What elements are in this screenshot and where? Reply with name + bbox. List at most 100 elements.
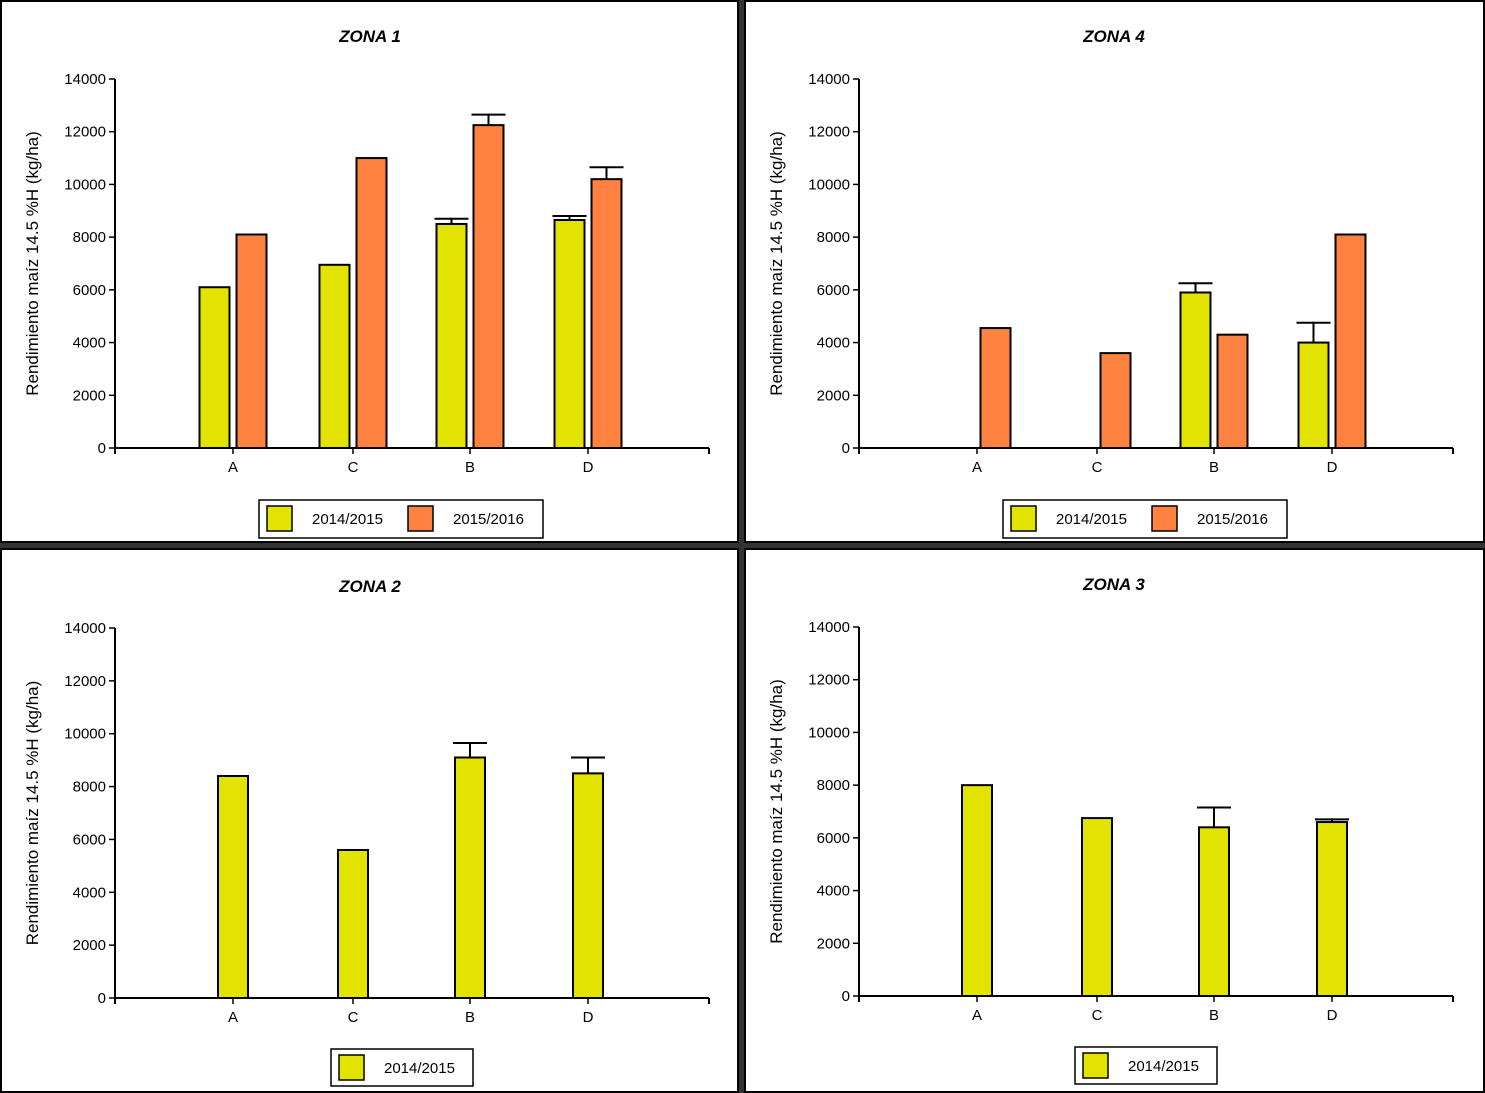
x-tick-label: A — [972, 1007, 982, 1024]
y-tick-label: 4000 — [73, 884, 106, 901]
y-tick-label: 14000 — [64, 620, 106, 637]
bar-2014-2015-A — [198, 286, 231, 449]
y-tick-label: 2000 — [73, 387, 106, 404]
y-tick-label: 0 — [98, 440, 106, 457]
bar-2014-2015-A — [217, 775, 249, 999]
y-tick-label: 10000 — [64, 176, 106, 193]
y-tick-label: 0 — [842, 440, 850, 457]
x-tick-label: B — [1209, 459, 1219, 476]
y-axis-label: Rendimiento maíz 14.5 %H (kg/ha) — [767, 131, 786, 396]
y-tick-label: 10000 — [808, 176, 850, 193]
legend-swatch-2014-2015 — [338, 1054, 365, 1081]
legend-swatch-2014-2015 — [266, 505, 293, 532]
y-tick-label: 8000 — [817, 229, 850, 246]
bar-2014-2015-D — [553, 219, 586, 449]
y-tick-label: 12000 — [808, 672, 850, 689]
legend-label: 2014/2015 — [384, 1060, 455, 1077]
y-tick-label: 0 — [842, 988, 850, 1005]
y-tick-label: 14000 — [808, 71, 850, 88]
bar-2014-2015-D — [1297, 341, 1330, 450]
chart-panel-zona-4: ZONA 4 Rendimiento maíz 14.5 %H (kg/ha) 0 2… — [744, 0, 1485, 543]
legend-label: 2014/2015 — [312, 511, 383, 528]
bar-2015-2016-D — [590, 178, 623, 450]
legend-swatch-2015-2016 — [1151, 505, 1178, 532]
y-tick-label: 6000 — [73, 831, 106, 848]
y-tick-label: 8000 — [73, 779, 106, 796]
chart-panel-zona-1: ZONA 1 Rendimiento maíz 14.5 %H (kg/ha) 0 2… — [0, 0, 739, 543]
y-tick-label: 12000 — [64, 673, 106, 690]
y-tick-label: 14000 — [64, 71, 106, 88]
y-tick-label: 4000 — [817, 335, 850, 352]
y-tick-label: 4000 — [817, 883, 850, 900]
y-axis-label: Rendimiento maíz 14.5 %H (kg/ha) — [23, 131, 42, 396]
y-tick-label: 4000 — [73, 335, 106, 352]
chart-title: ZONA 1 — [338, 27, 401, 46]
bar-2014-2015-B — [435, 222, 468, 449]
bar-2014-2015-C — [1081, 817, 1113, 998]
chart-title: ZONA 3 — [1082, 575, 1145, 594]
y-tick-label: 2000 — [817, 387, 850, 404]
x-tick-label: A — [228, 459, 238, 476]
bar-2015-2016-B — [472, 124, 505, 449]
y-tick-label: 14000 — [808, 619, 850, 636]
x-tick-label: A — [228, 1009, 238, 1026]
y-axis-label: Rendimiento maíz 14.5 %H (kg/ha) — [767, 679, 786, 944]
bar-2014-2015-D — [1316, 821, 1348, 997]
chart-panel-zona-2: ZONA 2 Rendimiento maíz 14.5 %H (kg/ha) 0 2… — [0, 548, 739, 1093]
bar-2015-2016-C — [1099, 352, 1132, 449]
bar-2015-2016-A — [979, 327, 1012, 450]
x-tick-label: D — [583, 1009, 594, 1026]
bar-2015-2016-D — [1334, 233, 1367, 449]
x-tick-label: A — [972, 459, 982, 476]
x-tick-label: B — [1209, 1007, 1219, 1024]
y-tick-label: 12000 — [64, 124, 106, 141]
x-tick-label: B — [465, 459, 475, 476]
x-tick-label: D — [1327, 459, 1338, 476]
chart-panel-zona-3: ZONA 3 Rendimiento maíz 14.5 %H (kg/ha) 0 2… — [744, 548, 1485, 1093]
y-tick-label: 6000 — [817, 282, 850, 299]
bar-2014-2015-C — [318, 263, 351, 450]
bar-2014-2015-B — [1198, 826, 1230, 998]
y-tick-label: 6000 — [817, 830, 850, 847]
x-tick-label: D — [1327, 1007, 1338, 1024]
bar-2014-2015-B — [454, 756, 486, 999]
bar-2015-2016-A — [235, 233, 268, 449]
y-tick-label: 10000 — [64, 726, 106, 743]
bar-2014-2015-C — [337, 849, 369, 999]
legend-swatch-2014-2015 — [1082, 1052, 1109, 1079]
y-tick-label: 2000 — [817, 935, 850, 952]
y-tick-label: 2000 — [73, 937, 106, 954]
legend-label: 2014/2015 — [1128, 1058, 1199, 1075]
bar-2014-2015-A — [961, 784, 993, 997]
chart-title: ZONA 4 — [1082, 27, 1145, 46]
x-tick-label: C — [1092, 459, 1103, 476]
chart-zona-3: ZONA 3 Rendimiento maíz 14.5 %H (kg/ha) 0 2… — [767, 575, 1454, 1085]
chart-zona-1: ZONA 1 Rendimiento maíz 14.5 %H (kg/ha) 0 2… — [23, 27, 710, 539]
legend-swatch-2014-2015 — [1010, 505, 1037, 532]
x-tick-label: C — [348, 1009, 359, 1026]
y-tick-label: 10000 — [808, 724, 850, 741]
legend-label: 2015/2016 — [453, 511, 524, 528]
bar-2014-2015-D — [572, 772, 604, 999]
y-tick-label: 8000 — [73, 229, 106, 246]
legend-box — [258, 499, 544, 539]
x-tick-label: B — [465, 1009, 475, 1026]
chart-zona-4: ZONA 4 Rendimiento maíz 14.5 %H (kg/ha) 0 2… — [767, 27, 1454, 539]
bar-2014-2015-B — [1179, 291, 1212, 449]
chart-title: ZONA 2 — [338, 577, 401, 596]
x-tick-label: C — [348, 459, 359, 476]
legend-swatch-2015-2016 — [407, 505, 434, 532]
chart-zona-2: ZONA 2 Rendimiento maíz 14.5 %H (kg/ha) 0 2… — [23, 577, 710, 1087]
x-tick-label: D — [583, 459, 594, 476]
y-tick-label: 12000 — [808, 124, 850, 141]
legend-label: 2014/2015 — [1056, 511, 1127, 528]
y-tick-label: 6000 — [73, 282, 106, 299]
x-tick-label: C — [1092, 1007, 1103, 1024]
y-axis-label: Rendimiento maíz 14.5 %H (kg/ha) — [23, 681, 42, 946]
legend-box — [1002, 499, 1288, 539]
bar-2015-2016-B — [1216, 333, 1249, 449]
legend-label: 2015/2016 — [1197, 511, 1268, 528]
y-tick-label: 0 — [98, 990, 106, 1007]
y-tick-label: 8000 — [817, 777, 850, 794]
